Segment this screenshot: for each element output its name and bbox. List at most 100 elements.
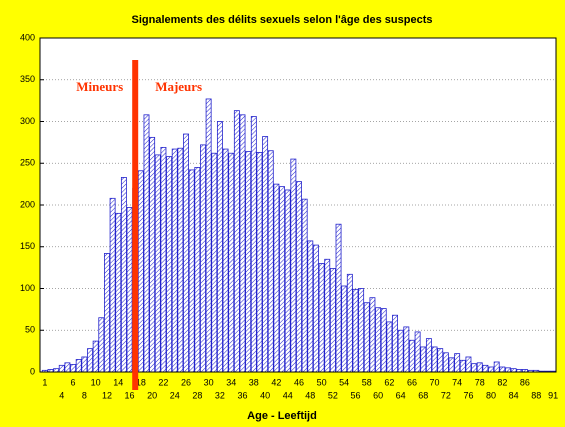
bar: [363, 302, 370, 373]
x-tick-label: 24: [170, 390, 180, 400]
x-tick-label: 22: [158, 377, 168, 387]
x-tick-label: 70: [430, 377, 440, 387]
bar: [465, 356, 472, 373]
x-tick-label: 88: [531, 390, 541, 400]
bar: [420, 346, 427, 373]
bar: [239, 114, 246, 373]
y-tick-label: 100: [20, 283, 35, 293]
plot-frame: [39, 37, 557, 373]
bar: [81, 356, 88, 373]
bar: [403, 326, 410, 373]
x-tick-label: 62: [384, 377, 394, 387]
x-tick-label: 10: [91, 377, 101, 387]
x-tick-label: 84: [509, 390, 519, 400]
x-tick-label: 78: [475, 377, 485, 387]
x-tick-label: 4: [59, 390, 64, 400]
bar: [109, 197, 116, 373]
x-tick-label: 50: [317, 377, 327, 387]
x-tick-label: 6: [71, 377, 76, 387]
x-tick-label: 76: [463, 390, 473, 400]
bar: [448, 357, 455, 373]
bar: [160, 146, 167, 373]
bar: [329, 268, 336, 373]
x-tick-label: 58: [362, 377, 372, 387]
x-tick-label: 18: [136, 377, 146, 387]
y-tick-label: 50: [25, 325, 35, 335]
x-tick-label: 44: [283, 390, 293, 400]
x-tick-label: 14: [113, 377, 123, 387]
x-tick-label: 8: [82, 390, 87, 400]
bar: [476, 362, 483, 373]
bar: [166, 156, 173, 373]
y-tick-label: 400: [20, 32, 35, 42]
y-tick-label: 300: [20, 116, 35, 126]
bar: [482, 364, 489, 373]
x-tick-label: 30: [204, 377, 214, 387]
bar: [262, 136, 269, 373]
x-tick-label: 46: [294, 377, 304, 387]
bar: [386, 321, 393, 373]
x-tick-label: 64: [396, 390, 406, 400]
annotation: Mineurs: [76, 79, 123, 94]
bar: [505, 367, 511, 373]
bar: [510, 368, 517, 373]
bar: [87, 348, 93, 373]
bar: [493, 361, 500, 373]
bar: [290, 158, 297, 373]
bar: [143, 114, 150, 373]
x-tick-label: 60: [373, 390, 383, 400]
bar: [437, 348, 444, 373]
x-tick-label: 66: [407, 377, 417, 387]
bar: [346, 273, 353, 373]
x-tick-label: 38: [249, 377, 259, 387]
bar: [431, 346, 438, 373]
bar: [284, 189, 291, 373]
x-tick-label: 34: [226, 377, 236, 387]
x-tick-label: 68: [418, 390, 428, 400]
bar: [183, 133, 189, 373]
annotation: Majeurs: [155, 79, 202, 94]
x-tick-label: 82: [497, 377, 507, 387]
bar: [120, 177, 127, 373]
x-tick-label: 48: [305, 390, 315, 400]
bar: [425, 338, 432, 373]
x-tick-label: 52: [328, 390, 338, 400]
y-tick-label: 150: [20, 241, 35, 251]
x-tick-label: 72: [441, 390, 451, 400]
bar: [499, 366, 506, 373]
bar: [313, 244, 319, 373]
bar: [301, 198, 308, 373]
bar: [471, 363, 478, 373]
bar: [279, 186, 285, 373]
bar: [154, 154, 161, 373]
x-tick-label: 16: [125, 390, 135, 400]
y-tick-label: 250: [20, 158, 35, 168]
bar: [137, 170, 144, 373]
bar: [75, 359, 82, 373]
x-tick-label: 74: [452, 377, 462, 387]
bar: [375, 307, 382, 373]
bar: [222, 148, 229, 373]
bar: [98, 317, 105, 373]
x-tick-label: 86: [520, 377, 530, 387]
bar: [188, 169, 195, 373]
bar: [392, 314, 398, 373]
bar: [194, 167, 201, 373]
bar: [53, 368, 60, 373]
x-tick-label: 42: [271, 377, 281, 387]
bar: [318, 263, 325, 373]
x-tick-label: 56: [350, 390, 360, 400]
x-tick-label: 80: [486, 390, 496, 400]
y-tick-label: 0: [30, 366, 35, 376]
x-tick-label: 32: [215, 390, 225, 400]
x-tick-label: 20: [147, 390, 157, 400]
bar: [256, 151, 263, 373]
bar: [177, 147, 184, 373]
bar: [92, 340, 99, 373]
bar: [369, 297, 376, 373]
x-tick-label: 36: [238, 390, 248, 400]
bar: [273, 183, 280, 373]
x-tick-label: 54: [339, 377, 349, 387]
bar: [211, 152, 218, 373]
